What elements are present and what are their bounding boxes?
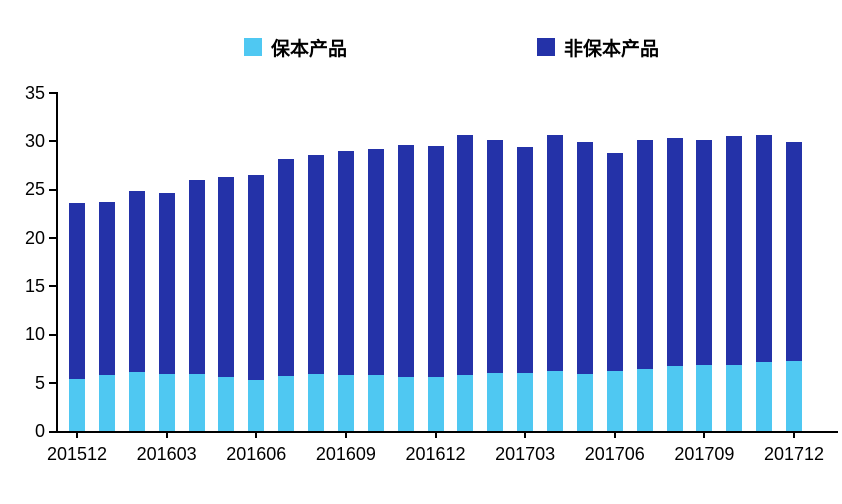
bar-segment-feibaoben [248, 174, 265, 380]
x-axis-line [56, 431, 838, 433]
legend-swatch-feibaoben [537, 38, 555, 56]
y-axis-tick-label: 10 [24, 324, 45, 345]
x-axis-tick-label: 201609 [315, 444, 376, 464]
bar-segment-feibaoben [756, 135, 773, 363]
x-tick-mark [255, 431, 258, 438]
bar-segment-feibaoben [98, 201, 115, 375]
bar-segment-baoben [367, 374, 384, 431]
bar-segment-feibaoben [636, 139, 653, 370]
bar-segment-baoben [69, 378, 85, 431]
bar-segment-feibaoben [457, 135, 474, 375]
legend-item: 非保本产品 [537, 36, 660, 60]
y-axis-tick-label: 35 [24, 82, 45, 103]
bar-segment-baoben [547, 371, 563, 431]
legend-label: 非保本产品 [564, 38, 660, 60]
x-axis-tick-label: 201612 [405, 444, 466, 464]
bar-segment-feibaoben [367, 148, 384, 375]
legend-swatch-baoben [244, 38, 262, 56]
bar-segment-feibaoben [666, 137, 683, 367]
y-tick-mark [49, 285, 56, 288]
y-axis-tick-label: 25 [24, 179, 45, 200]
bar-segment-baoben [128, 372, 145, 431]
y-tick-mark [49, 382, 56, 385]
bar-segment-baoben [666, 366, 683, 431]
bar-segment-baoben [427, 376, 444, 431]
y-axis-tick-label: 30 [24, 130, 45, 151]
y-tick-mark [49, 333, 56, 336]
x-axis-tick-label: 201603 [136, 444, 197, 464]
bar-segment-feibaoben [308, 155, 324, 374]
y-axis-tick-label: 15 [24, 275, 45, 296]
bar-segment-feibaoben [158, 193, 175, 374]
bar-segment-feibaoben [128, 191, 145, 372]
bar-segment-baoben [606, 371, 623, 431]
bar-segment-baoben [786, 361, 802, 431]
y-tick-mark [49, 430, 56, 433]
x-tick-mark [703, 431, 706, 438]
y-axis-tick-label: 5 [34, 372, 45, 393]
bar-segment-baoben [308, 373, 324, 431]
x-axis-tick-label: 201706 [584, 444, 645, 464]
x-tick-mark [434, 431, 437, 438]
bar-segment-feibaoben [188, 179, 205, 374]
bar-segment-baoben [278, 375, 295, 431]
bar-segment-baoben [188, 373, 205, 431]
y-tick-mark [49, 92, 56, 95]
bar-segment-baoben [337, 374, 354, 431]
bar-segment-feibaoben [517, 146, 534, 373]
x-axis-tick-label: 201709 [674, 444, 735, 464]
bar-segment-feibaoben [726, 136, 743, 366]
bar-segment-baoben [636, 369, 653, 431]
y-tick-mark [49, 237, 56, 240]
x-tick-mark [76, 431, 78, 438]
bar-segment-baoben [756, 362, 773, 431]
bar-segment-feibaoben [576, 141, 593, 374]
chart-legend: 保本产品 非保本产品 [0, 36, 842, 62]
bar-segment-feibaoben [337, 150, 354, 375]
bar-segment-baoben [158, 373, 175, 431]
bar-segment-feibaoben [487, 139, 504, 373]
bar-segment-feibaoben [606, 153, 623, 372]
bar-segment-feibaoben [69, 202, 85, 379]
bar-segment-baoben [218, 376, 235, 431]
x-axis-tick-label: 201606 [226, 444, 287, 464]
bar-segment-feibaoben [218, 176, 235, 377]
bar-segment-baoben [576, 373, 593, 431]
bar-segment-feibaoben [427, 145, 444, 377]
bar-segment-baoben [397, 376, 414, 431]
x-axis-tick-label: 201712 [763, 444, 825, 464]
y-tick-mark [49, 140, 56, 143]
y-axis-tick-label: 20 [24, 227, 45, 248]
bar-segment-baoben [726, 365, 743, 431]
y-axis-line [56, 92, 58, 433]
x-tick-mark [613, 431, 616, 438]
bar-segment-baoben [248, 379, 265, 431]
bar-segment-feibaoben [278, 159, 295, 376]
bar-segment-baoben [98, 374, 115, 431]
bar-segment-feibaoben [547, 135, 563, 372]
x-axis-tick-label: 201512 [46, 444, 108, 464]
x-tick-mark [524, 431, 527, 438]
x-axis-tick-label: 201703 [495, 444, 556, 464]
bar-segment-baoben [487, 372, 504, 431]
legend-label: 保本产品 [271, 38, 348, 60]
bar-segment-feibaoben [786, 141, 802, 362]
bar-segment-baoben [457, 374, 474, 431]
x-tick-mark [165, 431, 168, 438]
bar-segment-baoben [517, 372, 534, 431]
y-tick-mark [49, 188, 56, 191]
bar-segment-baoben [696, 365, 713, 431]
legend-item: 保本产品 [244, 36, 348, 60]
bar-segment-feibaoben [397, 144, 414, 377]
x-tick-mark [344, 431, 347, 438]
bar-segment-feibaoben [696, 139, 713, 366]
y-axis-tick-label: 0 [34, 421, 45, 441]
x-tick-mark [793, 431, 795, 438]
